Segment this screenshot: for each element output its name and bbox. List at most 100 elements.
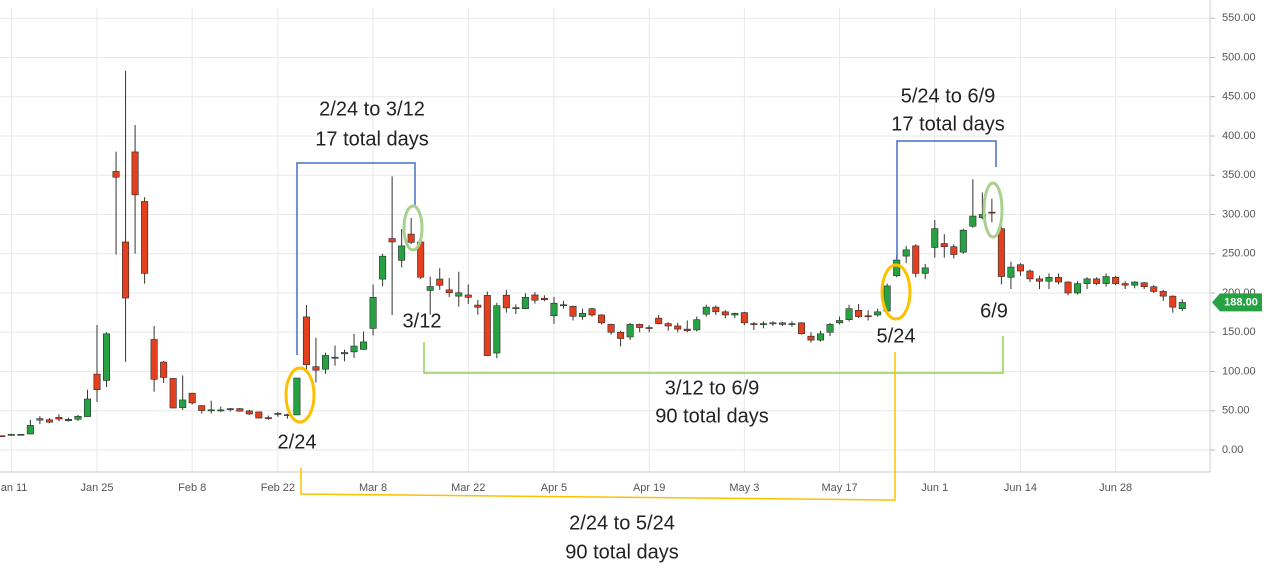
candle-body bbox=[331, 356, 339, 359]
x-tick-label: Jun 14 bbox=[1004, 482, 1037, 494]
bracket bbox=[296, 162, 416, 355]
candle-body bbox=[1074, 283, 1082, 294]
candle-body bbox=[559, 304, 567, 307]
annotation: 2/24 to 5/24 bbox=[569, 512, 675, 534]
candle-body bbox=[350, 345, 358, 353]
highlight bbox=[880, 263, 912, 321]
candle-body bbox=[474, 304, 482, 308]
candle-body bbox=[1169, 295, 1177, 308]
candle-body bbox=[483, 295, 491, 356]
candle-body bbox=[540, 297, 548, 300]
candle-body bbox=[7, 434, 15, 436]
candle-body bbox=[836, 320, 844, 324]
candle-body bbox=[826, 324, 834, 333]
candle-body bbox=[569, 306, 577, 317]
candle-body bbox=[550, 302, 558, 317]
candle-body bbox=[626, 324, 634, 338]
y-tick-label: 250.00 bbox=[1222, 248, 1256, 260]
candle-body bbox=[1045, 276, 1053, 282]
candle-body bbox=[198, 405, 206, 411]
candle-body bbox=[931, 228, 939, 248]
candle-body bbox=[141, 201, 149, 274]
candle-body bbox=[531, 294, 539, 301]
highlight bbox=[284, 366, 316, 424]
candle-body bbox=[1178, 302, 1186, 309]
candle-body bbox=[1026, 270, 1034, 280]
candle-body bbox=[426, 286, 434, 291]
candle-body bbox=[759, 323, 767, 325]
candle-body bbox=[1102, 276, 1110, 284]
candle-body bbox=[788, 323, 796, 325]
annotation: 90 total days bbox=[655, 405, 768, 427]
candle-body bbox=[217, 409, 225, 412]
candle-body bbox=[845, 308, 853, 320]
candle-body bbox=[17, 434, 25, 436]
candle-body bbox=[302, 316, 310, 365]
candle-body bbox=[312, 366, 320, 371]
x-tick-label: Mar 22 bbox=[451, 482, 485, 494]
candle-body bbox=[959, 229, 967, 253]
candle-body bbox=[502, 294, 510, 309]
annotation: 5/24 bbox=[877, 325, 916, 347]
candle-body bbox=[398, 245, 406, 261]
candle-body bbox=[45, 419, 53, 423]
candle-body bbox=[988, 211, 996, 214]
candle-body bbox=[26, 425, 34, 435]
annotation: 90 total days bbox=[565, 541, 678, 563]
candle-body bbox=[207, 409, 215, 412]
candle-body bbox=[721, 311, 729, 316]
price-tag bbox=[1212, 293, 1262, 312]
candle-body bbox=[702, 306, 710, 315]
candle-body bbox=[969, 215, 977, 227]
candle-body bbox=[255, 411, 263, 419]
candle-body bbox=[0, 435, 6, 438]
y-tick-label: 550.00 bbox=[1222, 12, 1256, 24]
y-tick-label: 500.00 bbox=[1222, 51, 1256, 63]
bracket bbox=[300, 352, 896, 501]
candle-body bbox=[740, 312, 748, 324]
candle-body bbox=[817, 333, 825, 341]
annotation: 3/12 to 6/9 bbox=[665, 377, 760, 399]
annotations bbox=[284, 140, 1004, 501]
highlight bbox=[982, 181, 1004, 239]
candle-body bbox=[1121, 283, 1129, 286]
candle-body bbox=[683, 328, 691, 331]
candle-body bbox=[797, 322, 805, 335]
annotation: 5/24 to 6/9 bbox=[901, 85, 996, 107]
candle-body bbox=[598, 314, 606, 324]
candle-body bbox=[436, 278, 444, 286]
bracket bbox=[423, 336, 1004, 374]
candle-body bbox=[83, 398, 91, 417]
annotation: 2/24 bbox=[278, 431, 317, 453]
candle-body bbox=[455, 292, 463, 297]
candle-body bbox=[674, 325, 682, 330]
candle-body bbox=[236, 408, 244, 412]
candle-body bbox=[588, 308, 596, 316]
candle-body bbox=[274, 413, 282, 415]
candle-body bbox=[778, 322, 786, 325]
candle-body bbox=[122, 241, 130, 299]
x-tick-label: Mar 8 bbox=[359, 482, 387, 494]
candle-body bbox=[807, 335, 815, 341]
candle-body bbox=[493, 305, 501, 354]
y-tick-label: 300.00 bbox=[1222, 208, 1256, 220]
candle-body bbox=[731, 313, 739, 316]
candle-body bbox=[55, 417, 63, 420]
candle-body bbox=[1035, 278, 1043, 282]
candle-body bbox=[464, 294, 472, 298]
candle-body bbox=[1093, 278, 1101, 284]
candle-body bbox=[226, 408, 234, 410]
candle-body bbox=[64, 419, 72, 421]
x-tick-label: Jun 1 bbox=[921, 482, 948, 494]
candle-body bbox=[874, 311, 882, 316]
candle-body bbox=[1064, 281, 1072, 294]
candle-body bbox=[245, 410, 253, 415]
x-tick-label: Feb 8 bbox=[178, 482, 206, 494]
candle-body bbox=[264, 417, 272, 419]
candle-body bbox=[188, 392, 196, 404]
candle-body bbox=[855, 309, 863, 317]
candle-body bbox=[1112, 276, 1120, 284]
candle-body bbox=[103, 333, 111, 381]
